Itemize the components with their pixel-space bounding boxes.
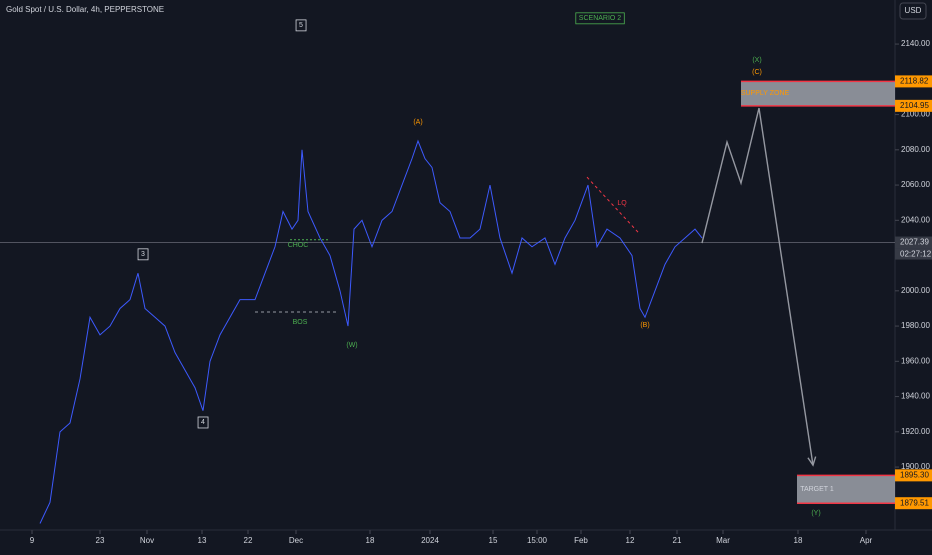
drawn-line (586, 176, 639, 233)
annotation: 3 (141, 251, 145, 258)
y-tick-label: 1960.00 (901, 356, 930, 365)
x-tick-label: Feb (574, 536, 588, 545)
price-tag-label: 1879.51 (900, 498, 929, 507)
annotation: (W) (346, 342, 357, 349)
price-line (701, 107, 814, 466)
zone (797, 475, 895, 504)
annotation: SUPPLY ZONE (741, 90, 790, 97)
currency-button[interactable] (899, 2, 927, 20)
annotation: (Y) (811, 510, 820, 517)
annotation: SCENARIO 2 (579, 15, 622, 22)
annotation: (B) (640, 322, 649, 329)
annotation: 4 (201, 419, 205, 426)
annotation-box (295, 19, 307, 32)
annotation: (C) (752, 69, 762, 76)
x-tick-label: 18 (366, 536, 375, 545)
x-tick-label: 12 (626, 536, 635, 545)
y-tick-label: 1940.00 (901, 392, 930, 401)
x-tick-label: 15:00 (527, 536, 548, 545)
price-tag-label: 2118.82 (900, 77, 929, 86)
x-tick-label: 15 (489, 536, 498, 545)
y-tick-label: 2140.00 (901, 39, 930, 48)
annotation: (X) (752, 57, 761, 64)
x-tick-label: Apr (860, 536, 873, 545)
x-tick-label: Nov (140, 536, 154, 545)
price-tag (895, 236, 932, 249)
y-tick-label: 2080.00 (901, 145, 930, 154)
x-tick-label: 21 (673, 536, 682, 545)
price-tag (895, 497, 932, 510)
y-tick-label: 1980.00 (901, 321, 930, 330)
zone (741, 81, 895, 106)
x-tick-label: 13 (198, 536, 207, 545)
y-tick-label: 2060.00 (901, 180, 930, 189)
x-tick-label: 18 (794, 536, 803, 545)
price-tag-label: 2027.39 (900, 238, 929, 247)
annotation: (A) (413, 119, 422, 126)
x-tick-label: 9 (30, 536, 35, 545)
annotation: BOS (293, 319, 308, 326)
price-tag-label: 1895.30 (900, 470, 929, 479)
annotation: CHOC (288, 242, 309, 249)
price-tag-label: 2104.95 (900, 101, 929, 110)
y-tick-label: 2100.00 (901, 110, 930, 119)
x-tick-label: 23 (96, 536, 105, 545)
price-tag (895, 99, 932, 112)
price-line (39, 139, 703, 524)
x-tick-label: 22 (244, 536, 253, 545)
chart-title: Gold Spot / U.S. Dollar, 4h, PEPPERSTONE (6, 5, 164, 14)
price-tag (895, 75, 932, 88)
x-tick-label: 2024 (421, 536, 439, 545)
x-tick-label: Mar (716, 536, 730, 545)
countdown-tag (895, 248, 932, 260)
y-tick-label: 1900.00 (901, 462, 930, 471)
y-tick-label: 2040.00 (901, 215, 930, 224)
y-tick-label: 2000.00 (901, 286, 930, 295)
currency-label[interactable]: USD (905, 6, 922, 15)
countdown: 02:27:12 (900, 250, 932, 259)
arrow-head (807, 456, 817, 467)
annotation: 5 (299, 22, 303, 29)
annotation-box (575, 12, 625, 25)
annotation-box (137, 248, 149, 261)
annotation: TARGET 1 (800, 486, 834, 493)
price-tag (895, 469, 932, 482)
annotation-box (197, 416, 209, 429)
annotation: LQ (617, 200, 627, 207)
y-tick-label: 1920.00 (901, 427, 930, 436)
x-tick-label: Dec (289, 536, 303, 545)
